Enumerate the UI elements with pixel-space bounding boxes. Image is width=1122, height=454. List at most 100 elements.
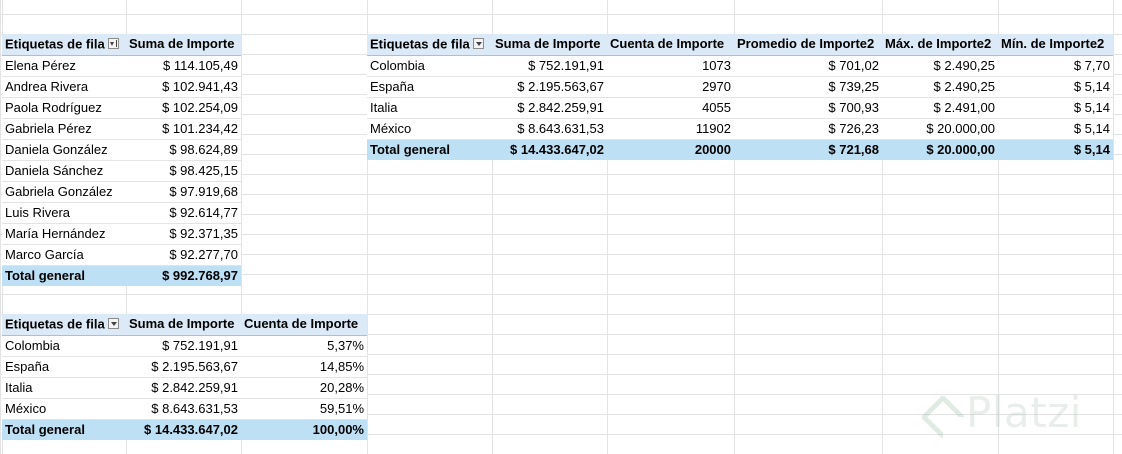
- sum-value[interactable]: $ 98.425,15: [126, 160, 241, 182]
- table-row[interactable]: Andrea Rivera $ 102.941,43: [2, 76, 241, 98]
- count-value[interactable]: 2970: [607, 76, 734, 98]
- max-value[interactable]: $ 20.000,00: [882, 118, 998, 140]
- sum-value[interactable]: $ 2.195.563,67: [126, 356, 241, 378]
- table-row[interactable]: Italia $ 2.842.259,91 20,28%: [2, 377, 367, 399]
- table-row[interactable]: Gabriela González $ 97.919,68: [2, 181, 241, 203]
- sum-value[interactable]: $ 2.195.563,67: [492, 76, 607, 98]
- sum-value[interactable]: $ 101.234,42: [126, 118, 241, 140]
- max-value[interactable]: $ 2.491,00: [882, 97, 998, 119]
- filter-dropdown-icon[interactable]: [107, 318, 119, 330]
- filter-dropdown-icon[interactable]: [472, 38, 484, 50]
- sum-value[interactable]: $ 102.254,09: [126, 97, 241, 119]
- row-labels-header[interactable]: Etiquetas de fila: [367, 34, 492, 56]
- percent-value[interactable]: 14,85%: [241, 356, 367, 378]
- total-sum[interactable]: $ 992.768,97: [126, 264, 241, 286]
- min-header[interactable]: Mín. de Importe2: [998, 34, 1113, 56]
- min-value[interactable]: $ 5,14: [998, 97, 1113, 119]
- percent-value[interactable]: 20,28%: [241, 377, 367, 399]
- sum-value[interactable]: $ 752.191,91: [126, 335, 241, 357]
- row-label[interactable]: Andrea Rivera: [2, 76, 126, 98]
- table-row[interactable]: Gabriela Pérez $ 101.234,42: [2, 118, 241, 140]
- total-sum[interactable]: $ 14.433.647,02: [492, 138, 607, 160]
- row-labels-header[interactable]: Etiquetas de fila: [2, 34, 126, 56]
- min-value[interactable]: $ 5,14: [998, 118, 1113, 140]
- table-row[interactable]: México $ 8.643.631,53 11902 $ 726,23 $ 2…: [367, 118, 1113, 140]
- count-header[interactable]: Cuenta de Importe: [241, 314, 367, 336]
- average-value[interactable]: $ 739,25: [734, 76, 882, 98]
- min-value[interactable]: $ 5,14: [998, 76, 1113, 98]
- count-value[interactable]: 1073: [607, 55, 734, 77]
- sum-value[interactable]: $ 114.105,49: [126, 55, 241, 77]
- grand-total-row[interactable]: Total general $ 14.433.647,02 20000 $ 72…: [367, 138, 1113, 160]
- average-value[interactable]: $ 726,23: [734, 118, 882, 140]
- table-row[interactable]: Luis Rivera $ 92.614,77: [2, 202, 241, 224]
- sum-value[interactable]: $ 8.643.631,53: [126, 398, 241, 420]
- table-row[interactable]: Daniela González $ 98.624,89: [2, 139, 241, 161]
- count-value[interactable]: 4055: [607, 97, 734, 119]
- row-label[interactable]: Daniela González: [2, 139, 126, 161]
- percent-value[interactable]: 59,51%: [241, 398, 367, 420]
- count-value[interactable]: 11902: [607, 118, 734, 140]
- table-row[interactable]: Daniela Sánchez $ 98.425,15: [2, 160, 241, 182]
- sort-filter-dropdown-icon[interactable]: [107, 38, 119, 50]
- row-label[interactable]: México: [367, 118, 492, 140]
- table-row[interactable]: México $ 8.643.631,53 59,51%: [2, 398, 367, 420]
- sum-value[interactable]: $ 2.842.259,91: [126, 377, 241, 399]
- sum-value[interactable]: $ 2.842.259,91: [492, 97, 607, 119]
- sum-value[interactable]: $ 92.614,77: [126, 202, 241, 224]
- sum-value[interactable]: $ 92.371,35: [126, 223, 241, 245]
- max-value[interactable]: $ 2.490,25: [882, 55, 998, 77]
- row-label[interactable]: Italia: [367, 97, 492, 119]
- row-label[interactable]: Luis Rivera: [2, 202, 126, 224]
- sum-value[interactable]: $ 752.191,91: [492, 55, 607, 77]
- row-label[interactable]: Paola Rodríguez: [2, 97, 126, 119]
- row-label[interactable]: Italia: [2, 377, 126, 399]
- pivot-table-top-left[interactable]: Etiquetas de fila Suma de Importe Elena …: [2, 34, 241, 286]
- total-average[interactable]: $ 721,68: [734, 138, 882, 160]
- total-percent[interactable]: 100,00%: [241, 418, 367, 440]
- table-row[interactable]: Italia $ 2.842.259,91 4055 $ 700,93 $ 2.…: [367, 97, 1113, 119]
- sum-value[interactable]: $ 92.277,70: [126, 244, 241, 266]
- average-value[interactable]: $ 700,93: [734, 97, 882, 119]
- total-label[interactable]: Total general: [2, 418, 126, 440]
- min-value[interactable]: $ 7,70: [998, 55, 1113, 77]
- max-header[interactable]: Máx. de Importe2: [882, 34, 998, 56]
- percent-value[interactable]: 5,37%: [241, 335, 367, 357]
- row-label[interactable]: Colombia: [2, 335, 126, 357]
- grand-total-row[interactable]: Total general $ 14.433.647,02 100,00%: [2, 418, 367, 440]
- average-header[interactable]: Promedio de Importe2: [734, 34, 882, 56]
- sum-value[interactable]: $ 102.941,43: [126, 76, 241, 98]
- row-label[interactable]: Daniela Sánchez: [2, 160, 126, 182]
- table-row[interactable]: Paola Rodríguez $ 102.254,09: [2, 97, 241, 119]
- row-label[interactable]: Elena Pérez: [2, 55, 126, 77]
- table-row[interactable]: Colombia $ 752.191,91 1073 $ 701,02 $ 2.…: [367, 55, 1113, 77]
- count-header[interactable]: Cuenta de Importe: [607, 34, 734, 56]
- total-max[interactable]: $ 20.000,00: [882, 138, 998, 160]
- table-row[interactable]: España $ 2.195.563,67 14,85%: [2, 356, 367, 378]
- max-value[interactable]: $ 2.490,25: [882, 76, 998, 98]
- total-sum[interactable]: $ 14.433.647,02: [126, 418, 241, 440]
- table-row[interactable]: Colombia $ 752.191,91 5,37%: [2, 335, 367, 357]
- sum-value[interactable]: $ 97.919,68: [126, 181, 241, 203]
- pivot-table-top-right[interactable]: Etiquetas de fila Suma de Importe Cuenta…: [367, 34, 1113, 160]
- row-label[interactable]: Gabriela González: [2, 181, 126, 203]
- sum-value[interactable]: $ 98.624,89: [126, 139, 241, 161]
- total-label[interactable]: Total general: [2, 264, 126, 286]
- total-count[interactable]: 20000: [607, 138, 734, 160]
- total-min[interactable]: $ 5,14: [998, 138, 1113, 160]
- table-row[interactable]: María Hernández $ 92.371,35: [2, 223, 241, 245]
- row-label[interactable]: España: [2, 356, 126, 378]
- row-label[interactable]: Gabriela Pérez: [2, 118, 126, 140]
- table-row[interactable]: España $ 2.195.563,67 2970 $ 739,25 $ 2.…: [367, 76, 1113, 98]
- sum-value[interactable]: $ 8.643.631,53: [492, 118, 607, 140]
- sum-header[interactable]: Suma de Importe: [492, 34, 607, 56]
- row-label[interactable]: María Hernández: [2, 223, 126, 245]
- row-labels-header[interactable]: Etiquetas de fila: [2, 314, 126, 336]
- average-value[interactable]: $ 701,02: [734, 55, 882, 77]
- grand-total-row[interactable]: Total general $ 992.768,97: [2, 264, 241, 286]
- sum-header[interactable]: Suma de Importe: [126, 314, 241, 336]
- table-row[interactable]: Marco García $ 92.277,70: [2, 244, 241, 266]
- row-label[interactable]: México: [2, 398, 126, 420]
- total-label[interactable]: Total general: [367, 138, 492, 160]
- row-label[interactable]: Colombia: [367, 55, 492, 77]
